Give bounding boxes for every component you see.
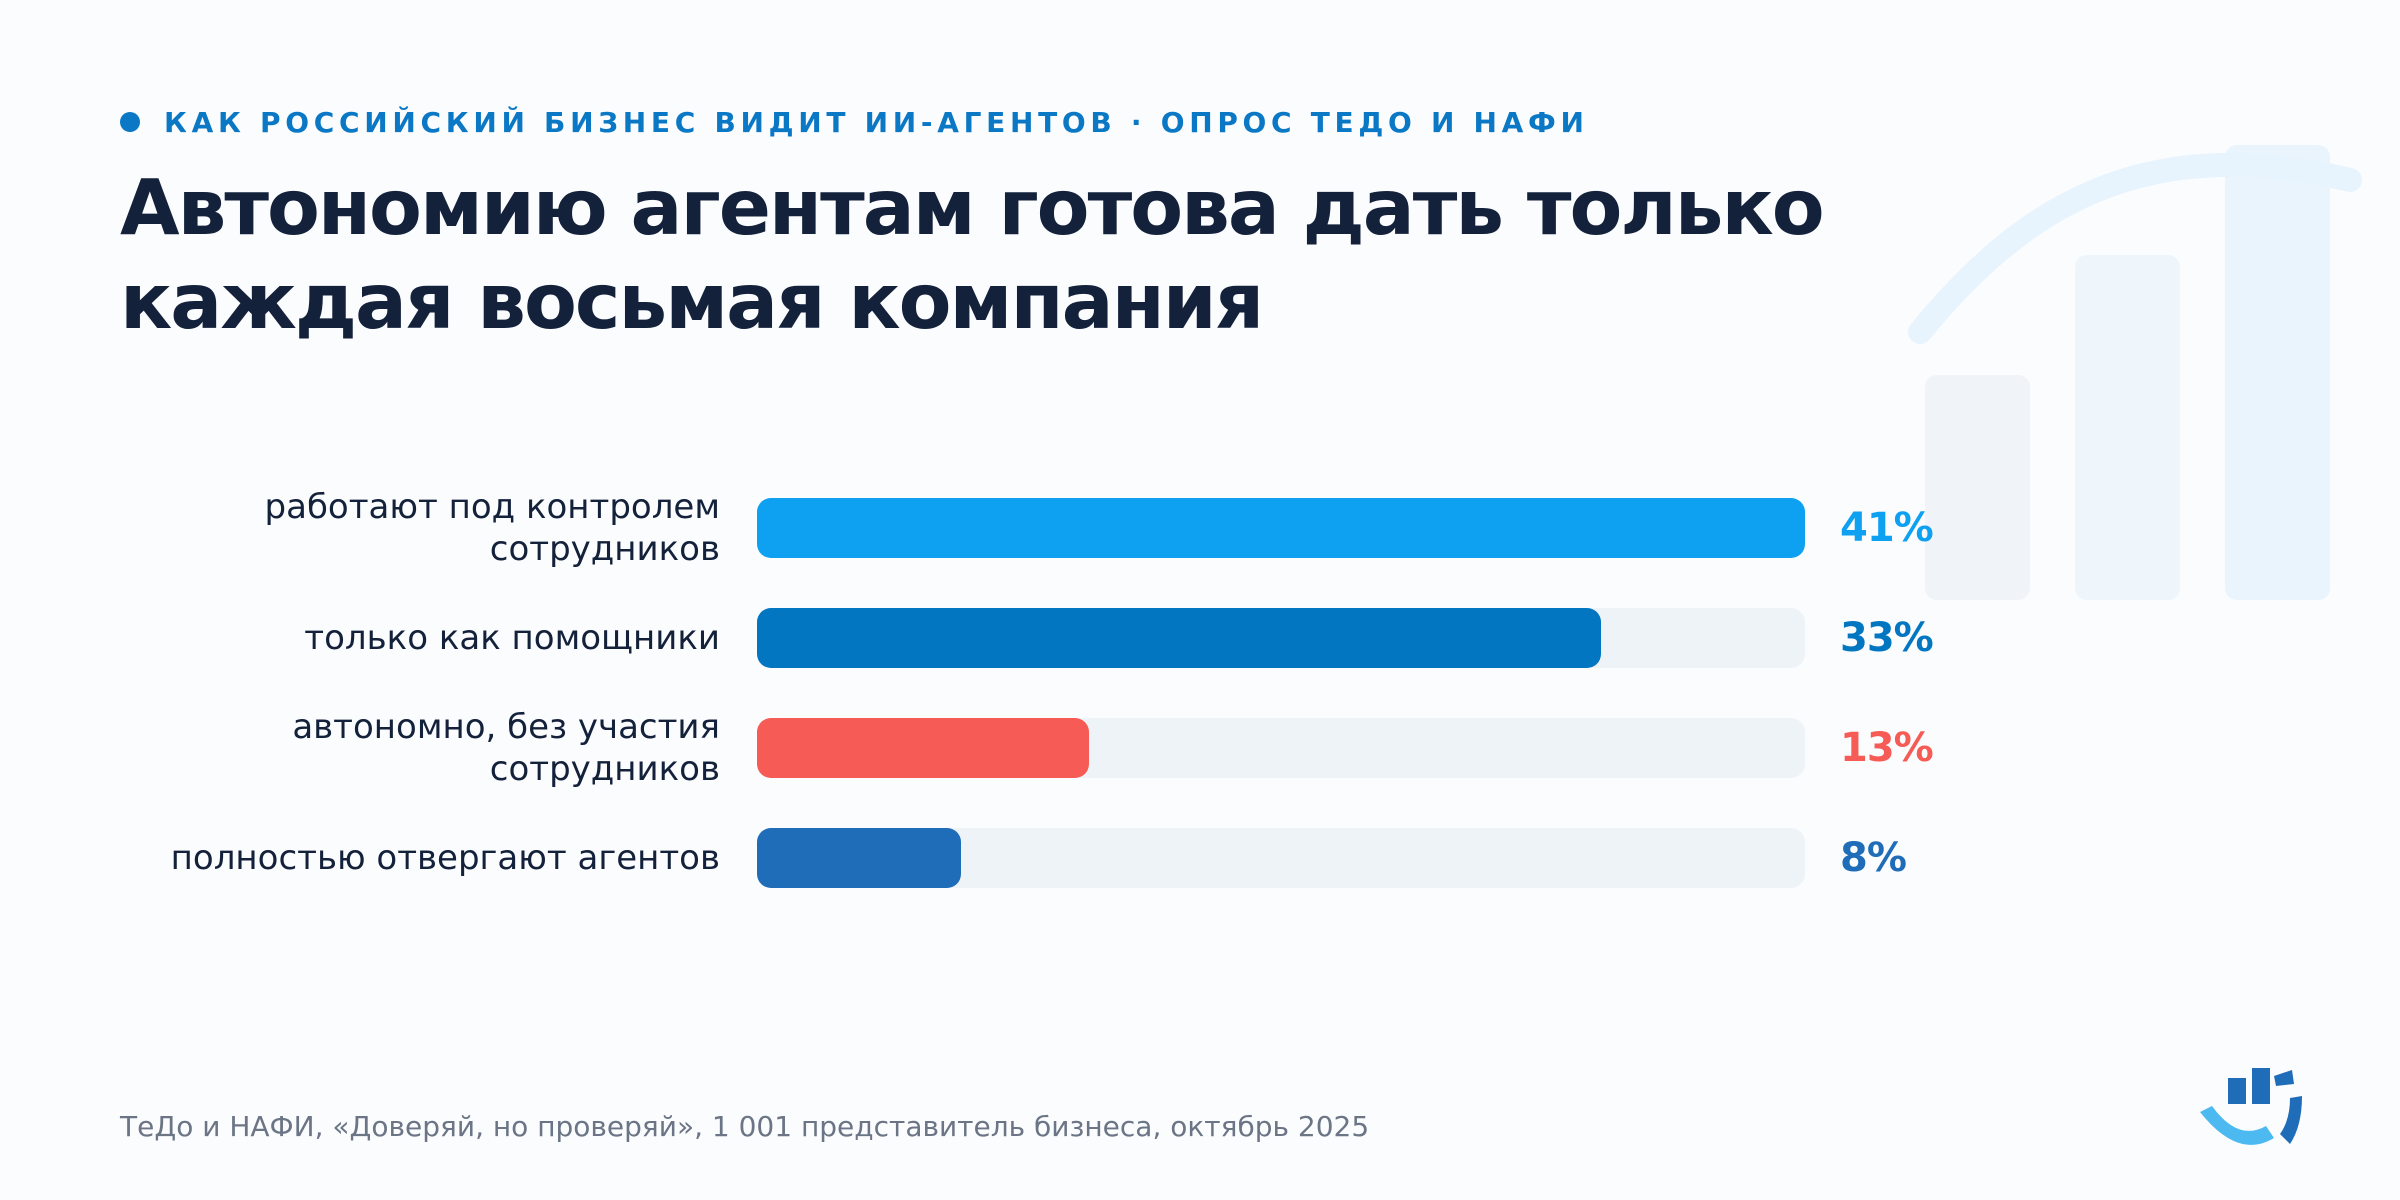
category-label: только как помощники <box>304 618 720 658</box>
category-label: автономно, без участия сотрудников <box>292 707 720 789</box>
eyebrow-text: КАК РОССИЙСКИЙ БИЗНЕС ВИДИТ ИИ-АГЕНТОВ ·… <box>164 105 1589 139</box>
category-label: работают под контролем сотрудников <box>264 487 720 569</box>
bar <box>757 608 1601 668</box>
value-label: 13% <box>1840 725 1934 771</box>
bar <box>757 498 1805 558</box>
chart-title-line-2: каждая восьмая компания <box>120 258 1264 347</box>
eyebrow: КАК РОССИЙСКИЙ БИЗНЕС ВИДИТ ИИ-АГЕНТОВ ·… <box>120 100 2400 144</box>
bar <box>757 828 961 888</box>
chart-header: КАК РОССИЙСКИЙ БИЗНЕС ВИДИТ ИИ-АГЕНТОВ ·… <box>120 100 2400 350</box>
source-note: ТеДо и НАФИ, «Доверяй, но проверяй», 1 0… <box>120 1110 1370 1143</box>
bullet-dot-icon <box>120 112 140 132</box>
bar-chart-growth-icon <box>1908 145 2362 600</box>
value-label: 41% <box>1840 505 1934 551</box>
value-label: 33% <box>1840 615 1934 661</box>
chart-title-line-1: Автономию агентам готова дать только <box>120 164 1825 253</box>
tedo-logo-icon <box>2200 1068 2302 1145</box>
horizontal-bar-chart: работают под контролем сотрудников 41% толь… <box>170 487 1934 888</box>
bar <box>757 718 1089 778</box>
value-label: 8% <box>1840 835 1907 881</box>
chart-title: Автономию агентам готова дать только каж… <box>120 162 2400 350</box>
category-label: полностью отвергают агентов <box>170 838 720 878</box>
